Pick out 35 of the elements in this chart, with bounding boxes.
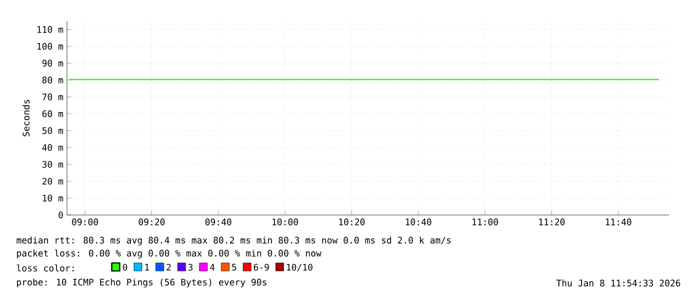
x-tick-label: 09:20 <box>138 218 165 226</box>
legend-label: 5 <box>232 264 236 271</box>
legend-label: 1 <box>145 264 149 270</box>
x-tick-label: 09:00 <box>72 218 98 226</box>
y-tick-label: 30 m <box>42 160 64 168</box>
x-tick-label: 11:00 <box>472 218 498 226</box>
x-tick-label: 11:20 <box>539 218 565 226</box>
y-axis-title: Seconds <box>22 100 30 136</box>
text: Thu Jan 8 11:54:33 2026 <box>556 280 680 286</box>
legend-label: 4 <box>210 264 215 270</box>
legend-title: loss color: <box>16 264 74 272</box>
y-tick-label: 100 m <box>37 42 64 50</box>
legend-label: 6-9 <box>254 264 269 271</box>
x-tick-label: 11:40 <box>606 218 632 226</box>
legend-label: 10/10 <box>286 264 312 272</box>
y-tick-label: 90 m <box>42 60 64 67</box>
legend-label: 3 <box>188 264 193 271</box>
y-tick-label: 80 m <box>42 76 64 84</box>
y-tick-label: 40 m <box>42 144 64 151</box>
text: packet loss: 0.00 % avg 0.00 % max 0.00 % min 0.00 % now <box>17 250 322 258</box>
legend-label: 0 <box>122 264 128 271</box>
y-tick-label: 0 <box>58 212 63 218</box>
y-tick-label: 70 m <box>42 94 64 100</box>
x-tick-label: 09:40 <box>205 218 232 226</box>
y-tick-label: 110 m <box>37 26 64 33</box>
legend-label: 2 <box>166 264 171 271</box>
y-tick-label: 10 m <box>42 194 64 202</box>
y-tick-label: 20 m <box>42 178 64 185</box>
text: probe: 10 ICMP Echo Pings (56 Bytes) every 90s <box>17 278 266 288</box>
x-tick-label: 10:20 <box>339 218 365 226</box>
y-tick-label: 60 m <box>42 110 64 118</box>
y-tick-label: 50 m <box>42 127 64 134</box>
x-tick-label: 10:00 <box>272 218 298 226</box>
x-tick-label: 10:40 <box>406 218 432 226</box>
text: median rtt: 80.3 ms avg 80.4 ms max 80.2 ms min 80.3 ms now 0.0 ms sd 2.0 k am/s <box>16 236 451 246</box>
